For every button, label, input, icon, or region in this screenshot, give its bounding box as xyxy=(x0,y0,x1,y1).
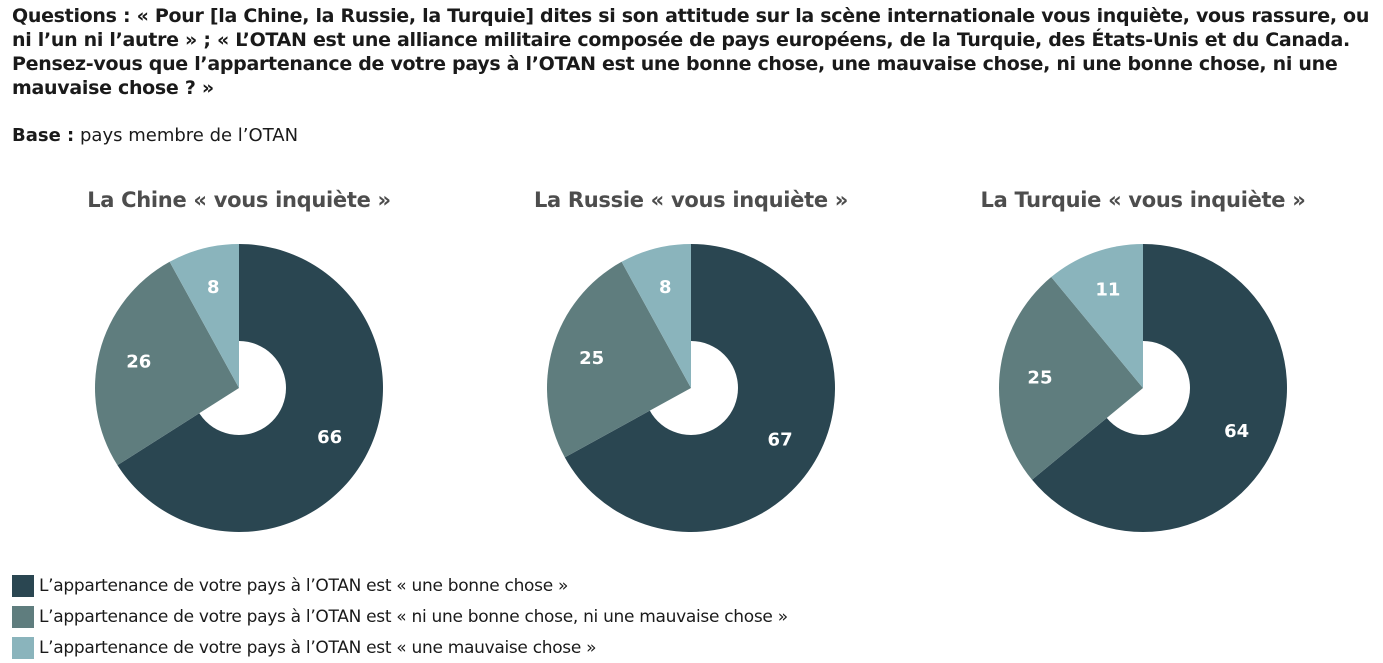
slice-neither xyxy=(547,261,691,458)
donut-turquie: 64 25 11 xyxy=(999,244,1287,532)
slice-bad xyxy=(169,244,239,388)
slice-bad xyxy=(1051,244,1143,388)
legend: L’appartenance de votre pays à l’OTAN es… xyxy=(12,570,788,663)
base-text: Base : pays membre de l’OTAN xyxy=(12,125,298,146)
chart-title-chine: La Chine « vous inquiète » xyxy=(87,188,391,212)
data-label: 25 xyxy=(579,348,604,369)
questions-label: Questions : xyxy=(12,5,131,27)
base-label: Base : xyxy=(12,125,75,146)
legend-swatch xyxy=(12,636,34,659)
legend-label: L’appartenance de votre pays à l’OTAN es… xyxy=(39,606,788,627)
slice-bad xyxy=(621,244,691,388)
donut-russie: 67 25 8 xyxy=(547,244,835,532)
base-value: pays membre de l’OTAN xyxy=(80,125,299,146)
legend-label: L’appartenance de votre pays à l’OTAN es… xyxy=(39,637,597,658)
questions-text: Questions : « Pour [la Chine, la Russie,… xyxy=(12,4,1372,100)
questions-body: « Pour [la Chine, la Russie, la Turquie]… xyxy=(12,5,1370,99)
chart-title-turquie: La Turquie « vous inquiète » xyxy=(980,188,1306,212)
data-label: 26 xyxy=(126,351,151,372)
data-label: 64 xyxy=(1224,421,1249,442)
legend-item-good: L’appartenance de votre pays à l’OTAN es… xyxy=(12,570,788,601)
data-label: 66 xyxy=(317,427,342,448)
legend-label: L’appartenance de votre pays à l’OTAN es… xyxy=(39,575,569,596)
data-label: 11 xyxy=(1095,280,1120,301)
legend-swatch xyxy=(12,574,34,597)
donut-chine: 66 26 8 xyxy=(95,244,383,532)
slice-neither xyxy=(999,277,1143,480)
legend-swatch xyxy=(12,605,34,628)
data-label: 8 xyxy=(207,277,220,298)
slice-neither xyxy=(95,261,239,466)
data-label: 25 xyxy=(1027,367,1052,388)
legend-item-neither: L’appartenance de votre pays à l’OTAN es… xyxy=(12,601,788,632)
data-label: 8 xyxy=(659,277,672,298)
legend-item-bad: L’appartenance de votre pays à l’OTAN es… xyxy=(12,632,788,663)
data-label: 67 xyxy=(768,430,793,451)
chart-title-russie: La Russie « vous inquiète » xyxy=(533,188,849,212)
